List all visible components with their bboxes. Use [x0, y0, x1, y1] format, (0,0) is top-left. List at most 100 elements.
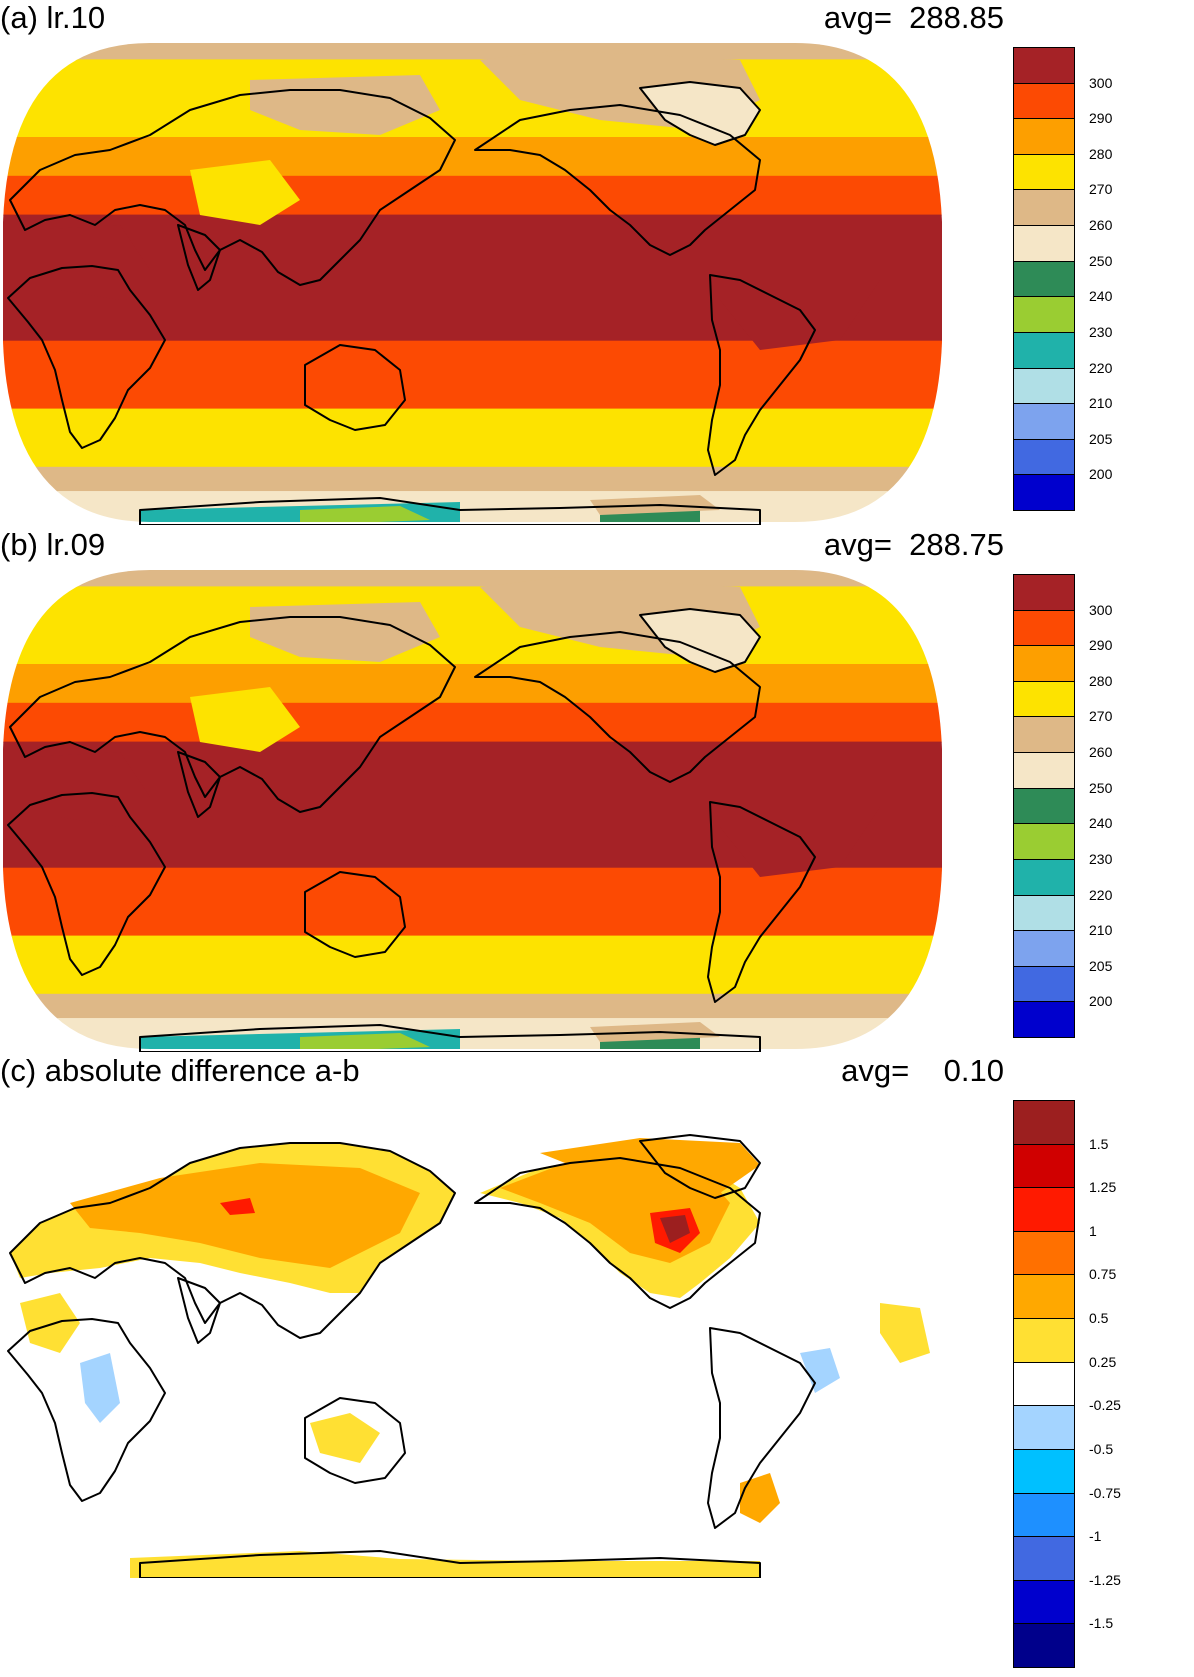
colorbar-swatch — [1013, 1274, 1075, 1320]
colorbar-swatch — [1013, 680, 1075, 718]
world-map — [7, 1134, 930, 1578]
colorbar-label: 200 — [1089, 993, 1113, 1010]
colorbar-swatch — [1013, 1100, 1075, 1146]
temperature-region — [300, 1033, 430, 1049]
colorbar-label: 300 — [1089, 601, 1113, 618]
world-map — [3, 570, 942, 1052]
colorbar-swatch — [1013, 574, 1075, 612]
colorbar-label: 270 — [1089, 181, 1113, 198]
field-layer — [10, 1138, 930, 1578]
colorbar-swatch — [1013, 189, 1075, 227]
colorbar-label: 1.25 — [1089, 1179, 1117, 1196]
colorbar-label: 0.5 — [1089, 1310, 1109, 1327]
colorbar-label: -0.5 — [1089, 1440, 1114, 1457]
colorbar-label: 300 — [1089, 74, 1113, 91]
colorbar-swatch — [1013, 752, 1075, 790]
colorbar-swatch — [1013, 609, 1075, 647]
panel-c: (c) absolute difference a-b avg= 0.10 1.… — [0, 1053, 1194, 1673]
colorbar-label: -0.75 — [1089, 1484, 1121, 1501]
colorbar-swatch — [1013, 858, 1075, 897]
field-layer — [3, 43, 942, 522]
colorbar-swatch — [1013, 403, 1075, 441]
colorbar-swatch — [1013, 474, 1075, 512]
difference-region — [880, 1303, 930, 1363]
coastline — [139, 1550, 761, 1578]
difference-region — [540, 1138, 760, 1193]
colorbar-swatch — [1013, 118, 1075, 156]
difference-region — [20, 1293, 80, 1353]
colorbar-swatch — [1013, 225, 1075, 263]
coastline — [177, 751, 221, 818]
colorbar-label: 0.25 — [1089, 1353, 1117, 1370]
coastline — [7, 1318, 166, 1502]
colorbar-swatch — [1013, 438, 1075, 476]
colorbar-label: -1.25 — [1089, 1571, 1121, 1588]
colorbar-swatch — [1013, 1536, 1075, 1582]
temperature-region — [30, 225, 150, 300]
colorbar-label: 210 — [1089, 922, 1113, 939]
difference-region — [80, 1353, 120, 1423]
coastlines — [7, 608, 816, 1052]
colorbar-swatch — [1013, 930, 1075, 968]
coastline — [177, 1277, 221, 1344]
difference-region — [220, 1198, 255, 1215]
colorbar-label: 200 — [1089, 466, 1113, 483]
coastline — [707, 1327, 816, 1529]
temperature-region — [190, 687, 300, 752]
temperature-band — [3, 586, 942, 665]
coastline — [639, 608, 761, 673]
temperature-band — [3, 570, 942, 588]
colorbar-label: 0.75 — [1089, 1266, 1117, 1283]
temperature-band — [3, 408, 942, 468]
panel-title: (a) lr.10 — [0, 0, 106, 35]
panel-title: (c) absolute difference a-b — [0, 1053, 360, 1088]
colorbar-label: 250 — [1089, 252, 1113, 269]
colorbar-label: 1 — [1089, 1222, 1097, 1239]
difference-region — [800, 1348, 840, 1393]
coastline — [707, 801, 816, 1003]
colorbar-swatch — [1013, 1187, 1075, 1233]
temperature-region — [640, 609, 760, 672]
temperature-band — [3, 137, 942, 177]
temperature-band — [3, 43, 942, 61]
temperature-band — [3, 993, 942, 1020]
colorbar-label: 290 — [1089, 637, 1113, 654]
temperature-band — [3, 664, 942, 704]
coastline — [304, 871, 406, 958]
colorbar-swatch — [1013, 965, 1075, 1003]
coastline — [474, 631, 761, 783]
temperature-region — [640, 82, 760, 145]
temperature-band — [3, 466, 942, 493]
colorbar-swatch — [1013, 1492, 1075, 1538]
temperature-band — [3, 935, 942, 995]
colorbar-swatch — [1013, 82, 1075, 120]
panel-b: (b) lr.09 avg= 288.75 300 290 280 270 260 250… — [0, 527, 1194, 1052]
colorbar-label: -1.5 — [1089, 1615, 1114, 1632]
colorbar-swatch — [1013, 367, 1075, 405]
colorbar-label: 230 — [1089, 323, 1113, 340]
coastline — [639, 81, 761, 146]
temperature-region — [300, 506, 430, 522]
temperature-band — [3, 702, 942, 743]
colorbar-label: 280 — [1089, 672, 1113, 689]
coastline — [474, 1157, 761, 1309]
colorbar-swatch — [1013, 1448, 1075, 1495]
difference-region — [130, 1551, 760, 1578]
temperature-region — [30, 752, 150, 827]
colorbar-label: 1.5 — [1089, 1135, 1109, 1152]
panel-average: avg= 0.10 — [841, 1053, 1004, 1088]
colorbar-label: 205 — [1089, 957, 1113, 974]
colorbar-swatch — [1013, 1361, 1075, 1407]
difference-region — [310, 1413, 380, 1463]
field-layer — [3, 570, 942, 1049]
colorbar-swatch — [1013, 716, 1075, 754]
coastline — [139, 497, 761, 525]
temperature-band — [3, 175, 942, 216]
colorbar-label: 230 — [1089, 850, 1113, 867]
colorbar-swatch — [1013, 153, 1075, 191]
colorbar-swatch — [1013, 1143, 1075, 1189]
coastlines — [7, 1134, 816, 1578]
colorbar: 1.5 1.25 1 0.75 0.5 0.25 -0.25 -0.5 -0.75 -1 -1.25… — [1013, 1100, 1143, 1669]
coastline — [7, 792, 166, 976]
temperature-region — [700, 747, 880, 877]
